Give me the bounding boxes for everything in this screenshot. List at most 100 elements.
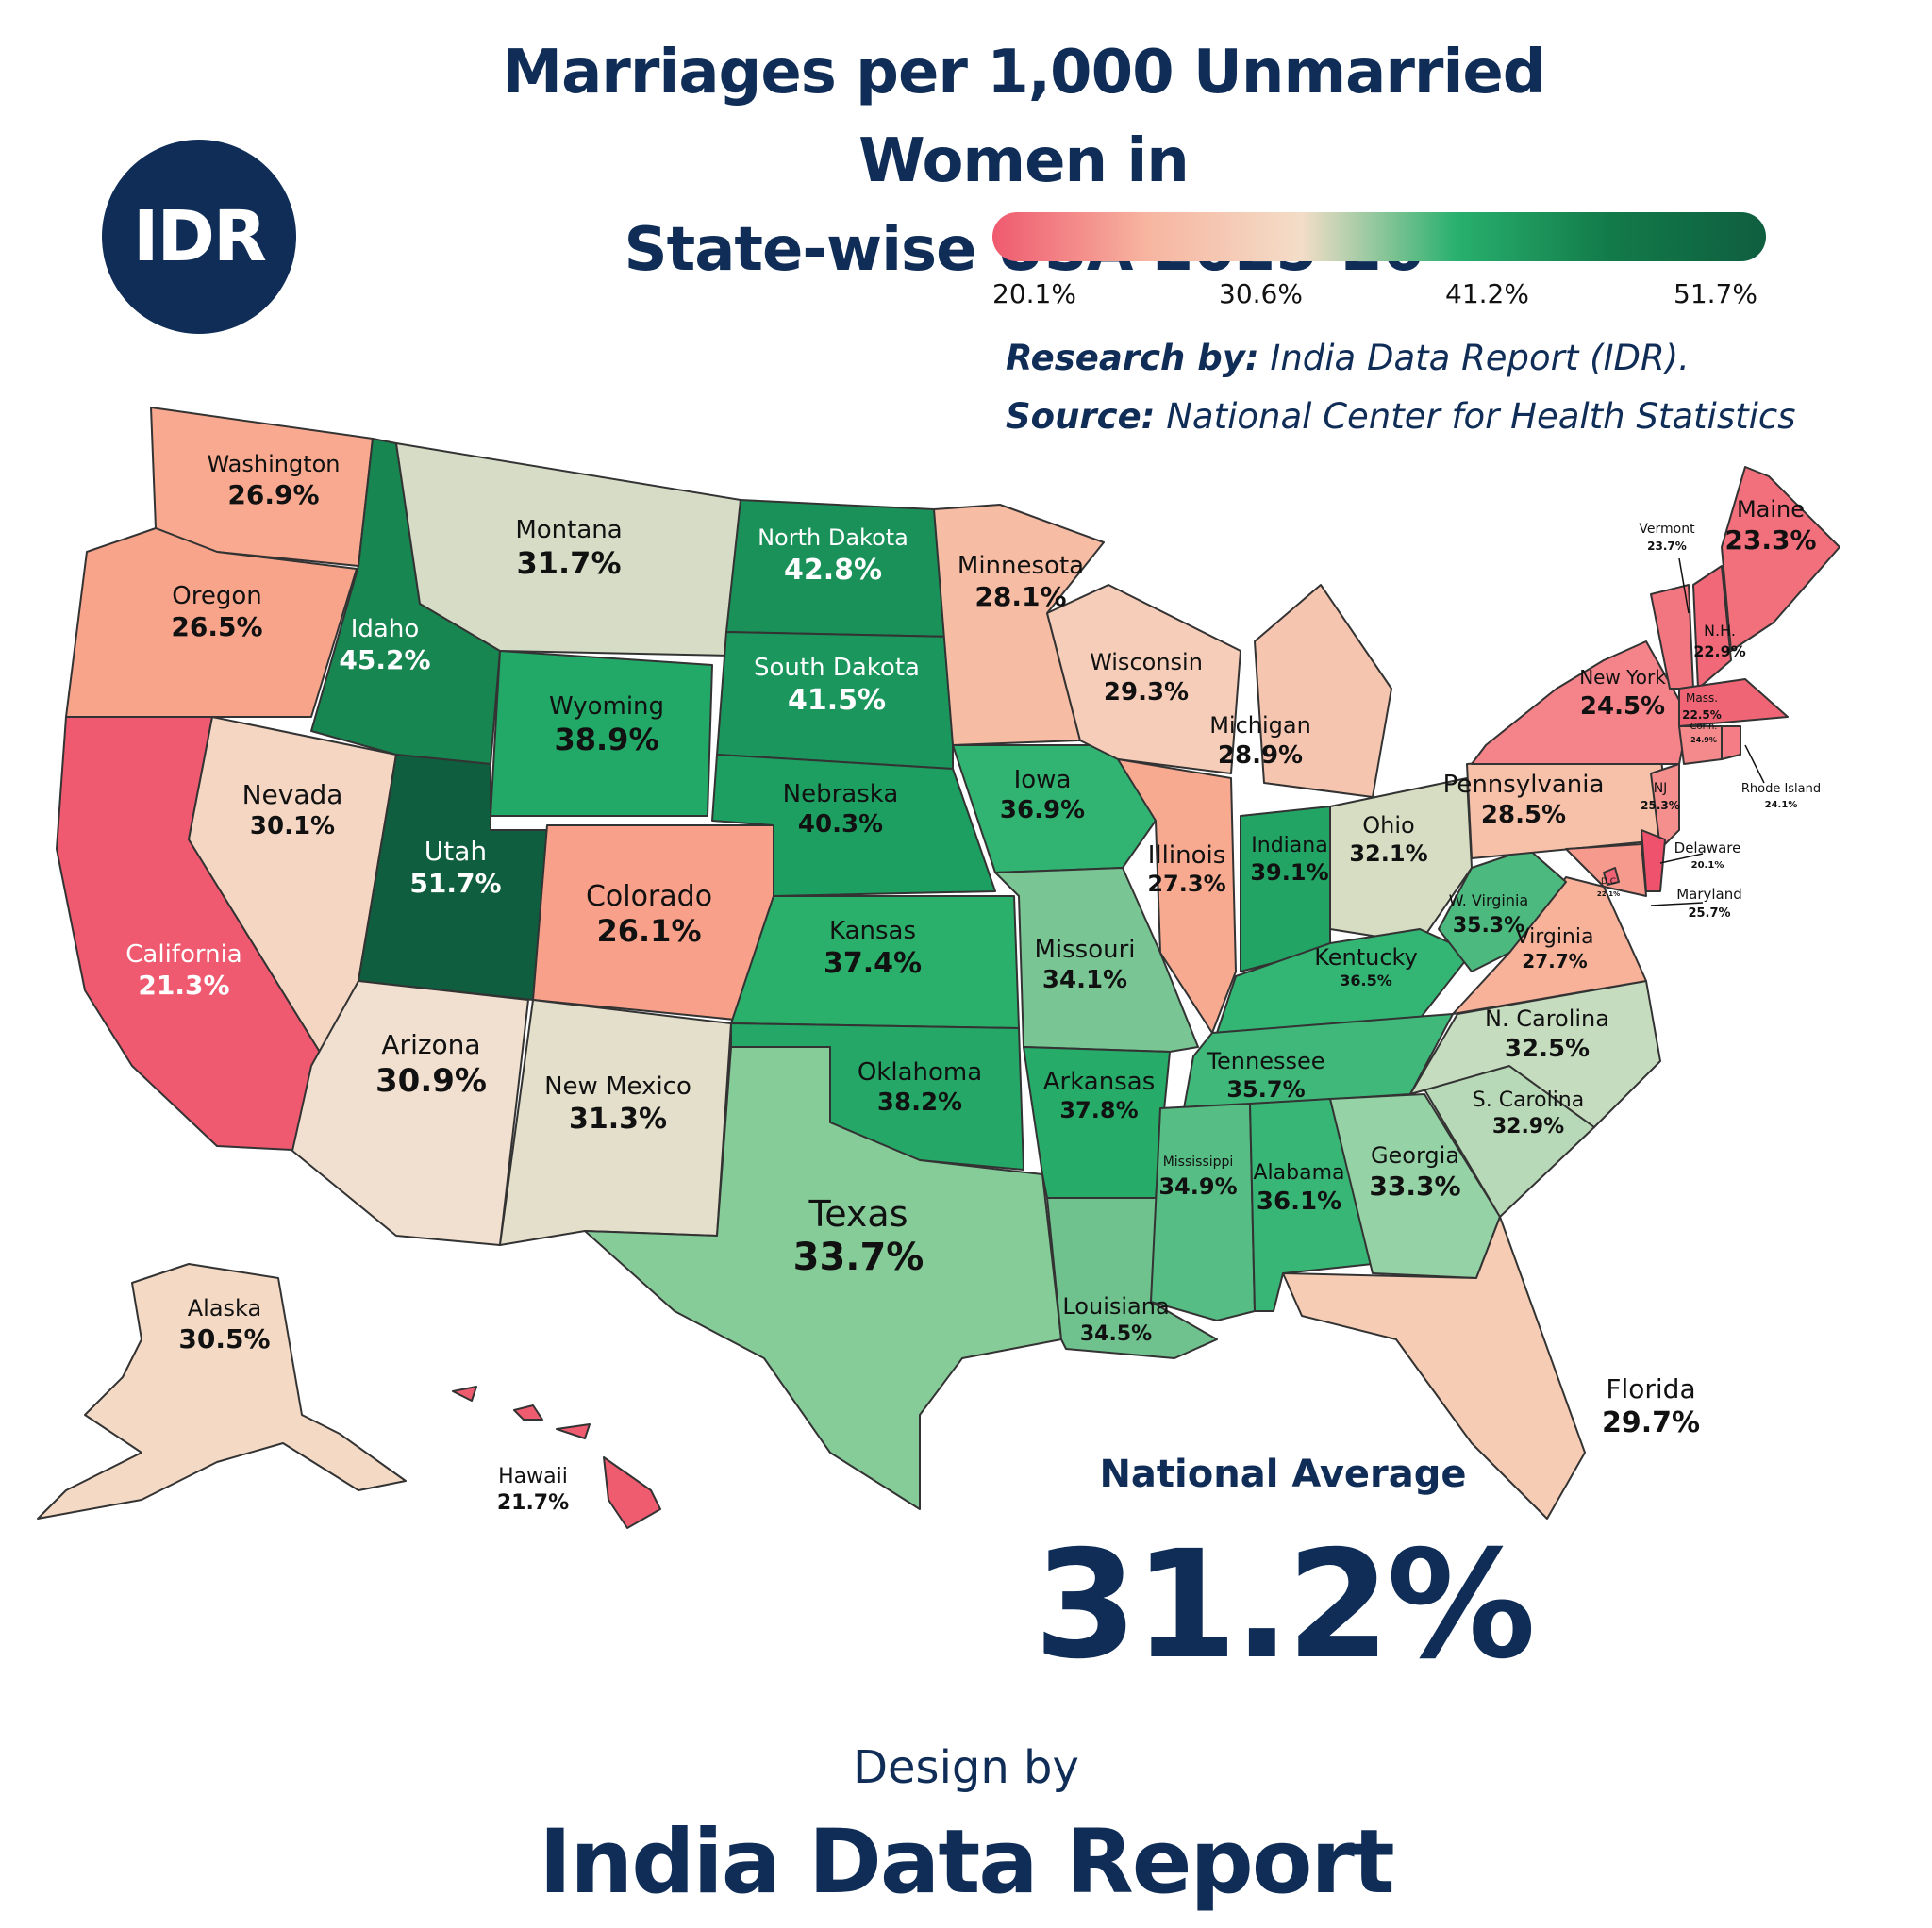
- state-name-south-dakota: South Dakota: [754, 654, 920, 682]
- state-value-nevada: 30.1%: [250, 812, 335, 840]
- state-name-maryland: Maryland: [1676, 886, 1742, 903]
- state-name-wyoming: Wyoming: [549, 692, 664, 721]
- state-value-ohio: 32.1%: [1349, 840, 1427, 867]
- state-name-hawaii: Hawaii: [498, 1465, 568, 1488]
- state-value-oklahoma: 38.2%: [877, 1089, 962, 1117]
- state-ohio[interactable]: [1329, 777, 1473, 944]
- state-name-maine: Maine: [1737, 496, 1805, 523]
- national-average-label: National Average: [1099, 1453, 1467, 1496]
- state-value-north-carolina: 32.5%: [1505, 1035, 1590, 1063]
- state-name-idaho: Idaho: [351, 615, 420, 643]
- state-value-colorado: 26.1%: [596, 913, 701, 949]
- state-value-georgia: 33.3%: [1369, 1171, 1460, 1202]
- state-value-minnesota: 28.1%: [974, 581, 1066, 612]
- state-name-tennessee: Tennessee: [1206, 1048, 1324, 1074]
- research-label: Research by:: [1006, 338, 1259, 378]
- state-rhode-island[interactable]: [1721, 725, 1741, 760]
- state-alaska[interactable]: [37, 1263, 407, 1520]
- state-name-dc: D.C: [1601, 877, 1616, 887]
- state-hawaii[interactable]: [452, 1386, 661, 1529]
- state-value-nebraska: 40.3%: [798, 810, 883, 839]
- legend-tick-min: 20.1%: [992, 278, 1076, 309]
- state-value-indiana: 39.1%: [1250, 859, 1328, 886]
- source-label: Source:: [1006, 396, 1156, 437]
- state-dc[interactable]: [1603, 867, 1620, 886]
- state-maine[interactable]: [1721, 466, 1840, 652]
- state-value-delaware: 20.1%: [1691, 860, 1724, 871]
- state-name-vermont: Vermont: [1639, 522, 1695, 537]
- state-name-nevada: Nevada: [242, 779, 343, 810]
- state-mississippi[interactable]: [1150, 1103, 1256, 1321]
- state-michigan[interactable]: [1254, 584, 1392, 798]
- national-average-value: 31.2%: [1033, 1519, 1536, 1692]
- state-name-alaska: Alaska: [188, 1295, 261, 1321]
- state-name-georgia: Georgia: [1371, 1142, 1459, 1169]
- state-value-tennessee: 35.7%: [1226, 1076, 1305, 1103]
- state-wyoming[interactable]: [490, 650, 713, 817]
- state-value-michigan: 28.9%: [1218, 741, 1303, 770]
- logo-text: IDR: [133, 196, 267, 277]
- state-name-connecticut: Conn.: [1690, 722, 1718, 732]
- state-value-california: 21.3%: [138, 970, 229, 1001]
- state-wisconsin[interactable]: [1046, 584, 1241, 774]
- state-value-south-carolina: 32.9%: [1492, 1115, 1564, 1139]
- state-name-arizona: Arizona: [381, 1029, 480, 1060]
- state-name-utah: Utah: [425, 836, 487, 867]
- state-value-north-dakota: 42.8%: [784, 554, 882, 587]
- state-value-kansas: 37.4%: [824, 947, 922, 980]
- state-texas[interactable]: [584, 1046, 1062, 1510]
- state-name-illinois: Illinois: [1148, 841, 1226, 870]
- state-missouri[interactable]: [994, 867, 1199, 1053]
- state-new-jersey[interactable]: [1650, 763, 1680, 850]
- state-value-montana: 31.7%: [516, 545, 621, 581]
- idr-logo: IDR: [102, 140, 296, 334]
- state-name-colorado: Colorado: [586, 880, 712, 913]
- state-value-arkansas: 37.8%: [1059, 1097, 1138, 1123]
- state-name-indiana: Indiana: [1251, 834, 1327, 857]
- state-name-oregon: Oregon: [172, 582, 261, 610]
- state-name-minnesota: Minnesota: [958, 552, 1084, 580]
- state-value-maine: 23.3%: [1724, 524, 1816, 556]
- state-value-rhode-island: 24.1%: [1765, 800, 1798, 810]
- state-washington[interactable]: [150, 407, 374, 567]
- state-value-alabama: 36.1%: [1257, 1188, 1341, 1216]
- state-name-massachusetts: Mass.: [1686, 691, 1718, 705]
- state-florida[interactable]: [1282, 1216, 1586, 1520]
- state-name-new-york: New York: [1579, 666, 1666, 689]
- state-value-washington: 26.9%: [227, 479, 319, 510]
- source-credit: Source: National Center for Health Stati…: [1006, 396, 1796, 437]
- state-west-virginia[interactable]: [1438, 848, 1567, 972]
- state-value-new-york: 24.5%: [1580, 692, 1665, 721]
- state-massachusetts[interactable]: [1678, 678, 1789, 727]
- state-name-iowa: Iowa: [1014, 766, 1072, 794]
- state-name-delaware: Delaware: [1674, 839, 1741, 856]
- state-name-florida: Florida: [1606, 1373, 1695, 1404]
- state-value-louisiana: 34.5%: [1080, 1322, 1152, 1346]
- color-scale-legend: [992, 212, 1766, 261]
- state-montana[interactable]: [395, 442, 741, 657]
- state-name-nebraska: Nebraska: [783, 780, 899, 808]
- design-by-label: Design by: [853, 1741, 1079, 1794]
- state-new-hampshire[interactable]: [1692, 565, 1732, 690]
- state-connecticut[interactable]: [1678, 725, 1723, 765]
- state-value-dc: 22.1%: [1597, 890, 1620, 898]
- state-value-idaho: 45.2%: [339, 644, 430, 675]
- state-virginia[interactable]: [1452, 876, 1647, 1015]
- state-value-kentucky: 36.5%: [1340, 972, 1392, 989]
- legend-tick-3: 41.2%: [1445, 278, 1529, 309]
- state-name-wisconsin: Wisconsin: [1090, 649, 1203, 675]
- state-name-kansas: Kansas: [829, 917, 916, 945]
- state-value-hawaii: 21.7%: [497, 1491, 569, 1515]
- state-maryland[interactable]: [1565, 843, 1647, 897]
- legend-tick-max: 51.7%: [1674, 278, 1757, 309]
- state-value-pennsylvania: 28.5%: [1481, 801, 1566, 829]
- state-name-missouri: Missouri: [1034, 936, 1135, 964]
- research-credit: Research by: India Data Report (IDR).: [1006, 338, 1690, 378]
- state-value-alaska: 30.5%: [178, 1323, 270, 1355]
- state-value-utah: 51.7%: [409, 868, 501, 899]
- state-name-south-carolina: S. Carolina: [1473, 1089, 1584, 1112]
- state-value-iowa: 36.9%: [1000, 796, 1085, 824]
- source-value: National Center for Health Statistics: [1166, 396, 1796, 437]
- state-arizona[interactable]: [291, 980, 529, 1246]
